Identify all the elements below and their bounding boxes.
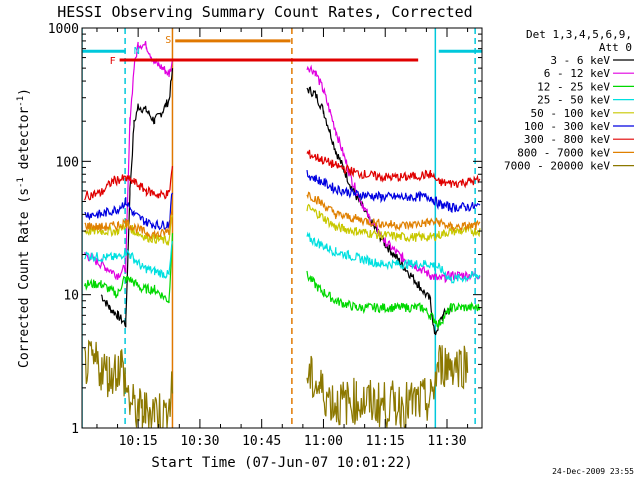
x-axis-label: Start Time (07-Jun-07 10:01:22): [151, 455, 412, 471]
series-line-3-6-kev: [100, 68, 452, 336]
y-tick-label: 1000: [48, 22, 79, 37]
x-tick-label: 10:45: [242, 434, 281, 449]
series-line-800-7000-kev: [84, 191, 481, 241]
y-tick-label: 100: [56, 155, 79, 170]
y-tick-label: 10: [63, 289, 79, 304]
series-line-7000-20000-kev: [84, 339, 469, 428]
legend-title-line-2: Att 0: [599, 41, 632, 54]
x-tick-label: 10:15: [119, 434, 158, 449]
series-layer: [84, 40, 481, 428]
x-tick-label: 11:00: [304, 434, 343, 449]
y-axis: 1 10 100 1000: [48, 22, 482, 437]
x-tick-label: 11:30: [427, 434, 466, 449]
legend-title-line-1: Det 1,3,4,5,6,9,: [526, 28, 632, 41]
legend-label: 100 - 300 keV: [524, 120, 610, 133]
legend-label: 300 - 800 keV: [524, 133, 610, 146]
y-tick-label: 1: [71, 422, 79, 437]
series-line-300-800-kev: [84, 149, 481, 201]
y-axis-label-part-3: detector: [17, 107, 32, 178]
y-axis-label-part-1: Corrected Count Rate (s: [17, 188, 32, 368]
x-tick-label: 11:15: [366, 434, 405, 449]
x-tick-label: 10:30: [180, 434, 219, 449]
legend-label: 25 - 50 keV: [537, 94, 610, 107]
series-line-25-50-kev: [84, 231, 481, 284]
legend-label: 800 - 7000 keV: [517, 146, 610, 159]
timestamp: 24-Dec-2009 23:55: [552, 467, 634, 476]
x-axis: 10:15 10:30 10:45 11:00 11:15 11:30: [96, 28, 469, 449]
y-axis-label-part-4: -1: [16, 96, 26, 107]
y-axis-label-part-5: ): [17, 88, 32, 96]
annotation-label-n: N: [134, 46, 140, 57]
y-axis-label: Corrected Count Rate (s-1 detector-1): [16, 88, 32, 368]
annotation-label-s: S: [165, 35, 171, 46]
legend-label: 7000 - 20000 keV: [504, 160, 610, 173]
legend-label: 50 - 100 keV: [531, 107, 611, 120]
legend-label: 6 - 12 keV: [544, 67, 611, 80]
annotation-label-f: F: [110, 56, 116, 67]
annotation-layer: N S F: [82, 35, 482, 67]
series-line-12-25-kev: [84, 233, 481, 330]
legend-label: 3 - 6 keV: [550, 54, 610, 67]
chart-title: HESSI Observing Summary Count Rates, Cor…: [57, 3, 472, 21]
legend-label: 12 - 25 keV: [537, 80, 610, 93]
series-line-6-12-kev: [84, 40, 481, 284]
series-line-100-300-kev: [84, 170, 481, 231]
y-axis-label-part-2: -1: [16, 177, 26, 188]
